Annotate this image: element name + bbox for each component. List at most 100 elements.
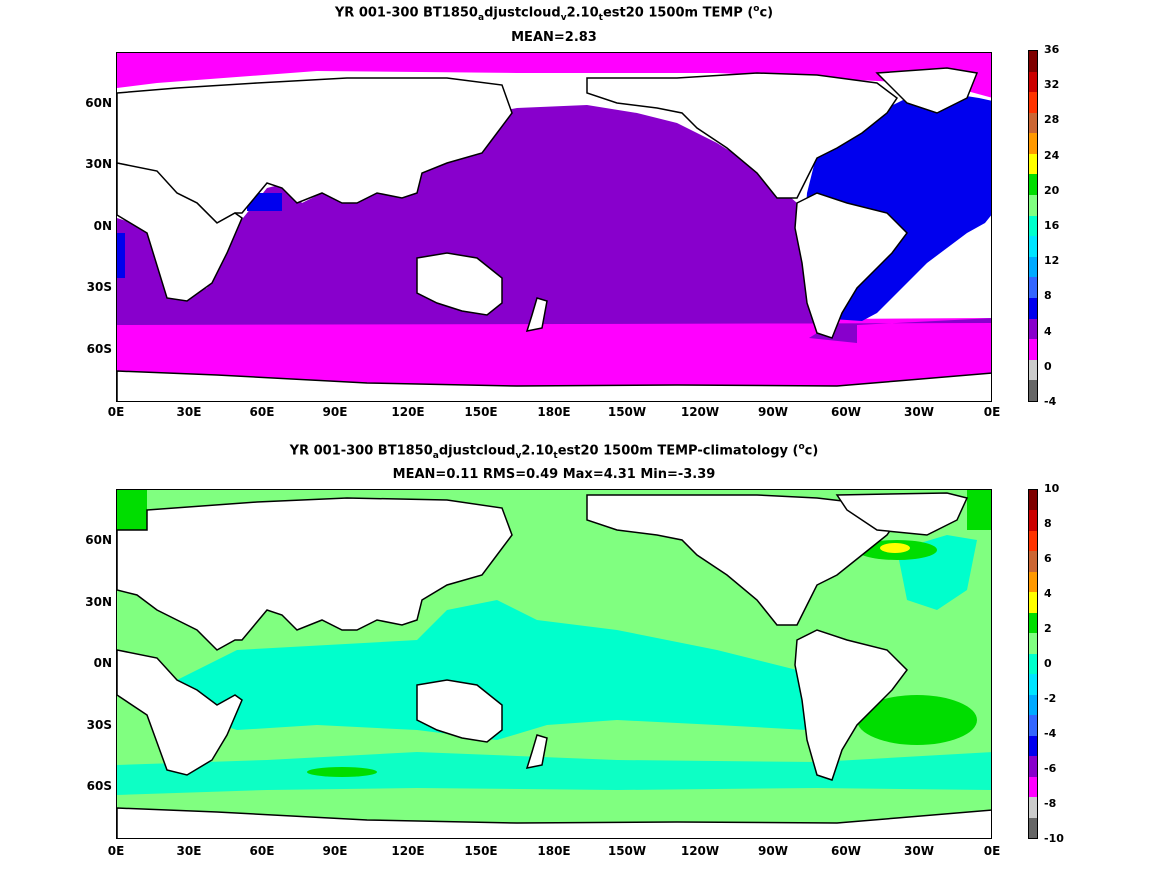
colorbar-segment: [1029, 71, 1037, 93]
colorbar-tick-label: 36: [1044, 43, 1060, 56]
colorbar-segment: [1029, 174, 1037, 196]
colorbar-tick-label: 16: [1044, 219, 1060, 232]
north-america-landmass: [586, 494, 899, 626]
panel2-lon-0e: 0E: [107, 844, 125, 858]
australia-landmass: [416, 252, 503, 316]
panel2-lon-60w: 60W: [831, 844, 861, 858]
colorbar-tick-label: 4: [1044, 587, 1052, 600]
panel1-stats: MEAN=2.83: [511, 30, 597, 45]
panel2-lat-0n: 0N: [93, 656, 112, 670]
panel2-map: [116, 489, 992, 839]
colorbar-tick-label: 8: [1044, 517, 1052, 530]
southern-teal-band: [117, 752, 991, 795]
panel2-colorbar: [1028, 489, 1038, 839]
colorbar-segment: [1029, 776, 1037, 798]
indo-pacific-teal: [157, 600, 817, 740]
panel2-lat-60n: 60N: [85, 533, 112, 547]
southern-ocean: [117, 318, 991, 386]
colorbar-segment: [1029, 339, 1037, 360]
colorbar-segment: [1029, 612, 1037, 634]
panel1-lon-30e: 30E: [176, 405, 202, 419]
panel2-lon-90e: 90E: [322, 844, 348, 858]
new-zealand-landmass: [525, 297, 548, 332]
panel2-lon-180e: 180E: [537, 844, 571, 858]
north-america-landmass: [586, 72, 899, 199]
panel2-lon-0e-end: 0E: [983, 844, 1001, 858]
panel1-lon-0e: 0E: [107, 405, 125, 419]
africa-landmass: [117, 649, 243, 776]
panel1-lon-60w: 60W: [831, 405, 861, 419]
colorbar-segment: [1029, 715, 1037, 736]
new-zealand-landmass: [525, 734, 548, 769]
colorbar-segment: [1029, 592, 1037, 613]
panel2-title: YR 001-300 BT1850adjustcloudv2.10test20 …: [289, 442, 819, 461]
panel1-map-svg: [117, 53, 991, 401]
colorbar-tick-label: 2: [1044, 622, 1052, 635]
panel1-lon-120e: 120E: [391, 405, 425, 419]
arctic-ocean: [117, 53, 991, 98]
panel1-lat-60n: 60N: [85, 96, 112, 110]
antarctica-landmass: [117, 370, 991, 401]
panel2-lon-90w: 90W: [758, 844, 788, 858]
colorbar-segment: [1029, 551, 1037, 572]
panel2-stats: MEAN=0.11 RMS=0.49 Max=4.31 Min=-3.39: [392, 467, 716, 482]
colorbar-tick-label: 0: [1044, 359, 1052, 373]
colorbar-tick-label: 28: [1044, 113, 1060, 127]
colorbar-segment: [1029, 530, 1037, 552]
colorbar-tick-label: 32: [1044, 78, 1060, 92]
south-america-landmass: [794, 629, 908, 781]
panel2-lon-150w: 150W: [607, 844, 647, 858]
colorbar-segment: [1029, 92, 1037, 113]
panel1-lon-30w: 30W: [904, 405, 934, 419]
colorbar-segment: [1029, 297, 1037, 319]
colorbar-tick-label: -2: [1044, 692, 1057, 705]
colorbar-segment: [1029, 797, 1037, 818]
colorbar-tick-label: 10: [1044, 482, 1060, 495]
panel2-map-svg: [117, 490, 991, 838]
colorbar-segment: [1029, 571, 1037, 593]
panel2-lat-30s: 30S: [86, 718, 112, 732]
panel2-lon-30e: 30E: [176, 844, 202, 858]
panel1-colorbar: [1028, 50, 1038, 402]
colorbar-segment: [1029, 756, 1037, 777]
panel1-lon-60e: 60E: [249, 405, 275, 419]
colorbar-segment: [1029, 51, 1037, 72]
colorbar-segment: [1029, 215, 1037, 237]
colorbar-tick-label: 4: [1044, 324, 1052, 338]
colorbar-tick-label: -10: [1044, 832, 1064, 845]
colorbar-segment: [1029, 633, 1037, 654]
colorbar-segment: [1029, 133, 1037, 154]
panel2-lon-150e: 150E: [464, 844, 498, 858]
colorbar-tick-label: -4: [1044, 727, 1057, 740]
colorbar-tick-label: 20: [1044, 183, 1060, 197]
panel2-lon-120w: 120W: [680, 844, 720, 858]
panel1-lat-60s: 60S: [86, 342, 112, 356]
south-america-landmass: [794, 192, 908, 339]
pacific-indian-ocean: [117, 105, 991, 343]
eurasia-landmass: [117, 497, 513, 651]
colorbar-segment: [1029, 490, 1037, 511]
colorbar-segment: [1029, 735, 1037, 757]
colorbar-segment: [1029, 277, 1037, 298]
panel1-lon-180e: 180E: [537, 405, 571, 419]
panel1-lon-120w: 120W: [680, 405, 720, 419]
panel1-lat-30n: 30N: [85, 157, 112, 171]
colorbar-tick-label: 6: [1044, 552, 1052, 565]
colorbar-segment: [1029, 112, 1037, 134]
panel1-title: YR 001-300 BT1850adjustcloudv2.10test20 …: [334, 4, 774, 23]
panel2-lon-120e: 120E: [391, 844, 425, 858]
antarctica-landmass: [117, 807, 991, 838]
panel1-lon-0e-end: 0E: [983, 405, 1001, 419]
panel2-lon-60e: 60E: [249, 844, 275, 858]
colorbar-tick-label: 0: [1044, 657, 1052, 670]
africa-landmass: [117, 162, 243, 302]
colorbar-segment: [1029, 694, 1037, 716]
colorbar-segment: [1029, 653, 1037, 675]
colorbar-tick-label: 8: [1044, 289, 1052, 303]
colorbar-segment: [1029, 359, 1037, 381]
panel1-lon-90e: 90E: [322, 405, 348, 419]
panel1-lon-150e: 150E: [464, 405, 498, 419]
colorbar-segment: [1029, 510, 1037, 531]
colorbar-segment: [1029, 674, 1037, 695]
colorbar-tick-label: -8: [1044, 797, 1057, 810]
